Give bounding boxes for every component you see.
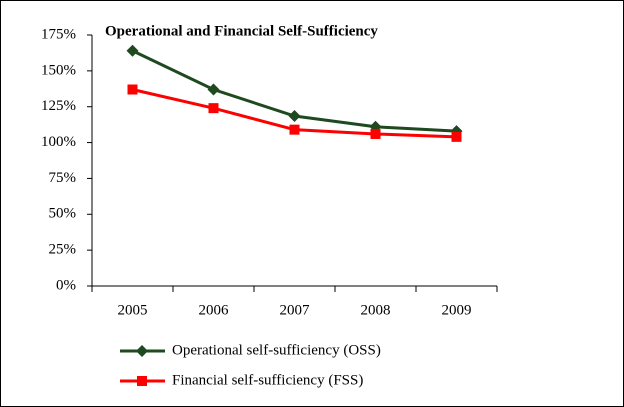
data-point [127,84,138,95]
data-point [126,44,139,57]
legend-marker [136,345,148,357]
y-tick-label: 150% [41,62,76,78]
x-tick-label: 2008 [361,302,391,318]
chart-title: Operational and Financial Self-Sufficien… [105,23,378,39]
y-tick-label: 50% [49,206,77,222]
x-tick-label: 2006 [199,302,230,318]
data-point [289,124,300,135]
y-tick-label: 175% [41,26,76,42]
legend-label: Operational self-sufficiency (OSS) [172,342,381,358]
data-point [288,110,301,123]
y-tick-label: 75% [49,170,77,186]
y-tick-label: 125% [41,98,76,114]
legend-label: Financial self-sufficiency (FSS) [172,372,363,388]
data-point [208,103,219,114]
y-tick-label: 0% [56,277,76,293]
data-point [207,83,220,96]
data-point [451,131,462,142]
y-tick-label: 25% [49,242,77,258]
x-tick-label: 2009 [442,302,472,318]
x-tick-label: 2005 [118,302,148,318]
data-point [370,128,381,139]
x-tick-label: 2007 [280,302,311,318]
legend-marker [137,376,147,386]
y-tick-label: 100% [41,134,76,150]
